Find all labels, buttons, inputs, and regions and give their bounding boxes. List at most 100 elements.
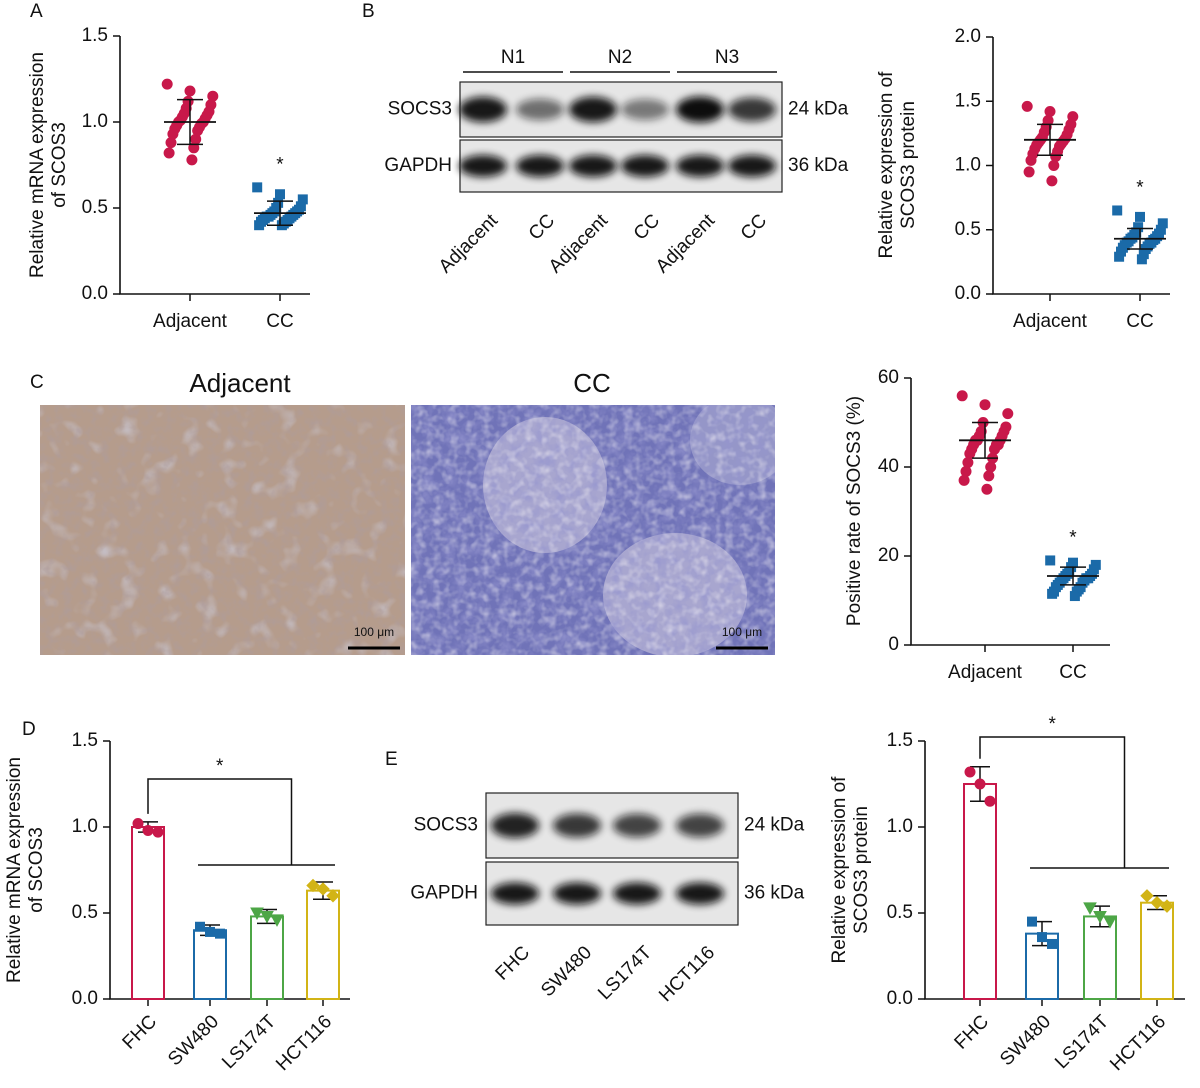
point	[1023, 166, 1035, 178]
blot-size-label: 24 kDa	[788, 99, 849, 120]
point	[250, 907, 264, 921]
point	[1093, 910, 1107, 924]
y-axis-label: SCOS3 protein	[851, 806, 872, 934]
point	[1069, 591, 1080, 602]
point	[326, 889, 340, 903]
y-tick-label: 0.0	[955, 283, 981, 304]
point	[1112, 205, 1123, 216]
point	[1025, 154, 1037, 166]
x-tick-label: Adjacent	[1013, 311, 1088, 332]
point	[195, 921, 205, 932]
group-label: N2	[608, 47, 632, 68]
point	[979, 399, 991, 411]
point	[958, 474, 970, 486]
point	[1047, 588, 1058, 599]
y-tick-label: 0.0	[887, 988, 913, 1009]
blot-band	[459, 96, 507, 123]
y-tick-label: 40	[878, 456, 899, 477]
y-axis-label: Relative expression of	[829, 776, 850, 964]
point	[1103, 916, 1117, 929]
blot-band	[553, 813, 601, 838]
point	[1037, 932, 1047, 943]
y-tick-label: 0.5	[887, 902, 913, 923]
y-axis-label: SCOS3 protein	[898, 101, 919, 229]
x-tick-label: CC	[1059, 662, 1086, 683]
bracket	[979, 736, 1169, 869]
point	[275, 189, 285, 200]
blot-row-label: SOCS3	[414, 815, 478, 836]
point	[1135, 211, 1145, 222]
lane-label: SW480	[537, 942, 596, 1001]
point	[165, 137, 177, 149]
point	[989, 443, 1000, 455]
point	[1140, 889, 1154, 903]
blot-band	[676, 96, 724, 123]
blot-band	[621, 99, 669, 120]
bar	[1083, 915, 1117, 1000]
y-tick-label: 1.5	[955, 90, 981, 111]
blot-band	[516, 98, 564, 121]
y-tick-label: 0.5	[955, 219, 981, 240]
y-tick-label: 1.0	[955, 155, 981, 176]
y-tick-label: 2.0	[955, 26, 981, 47]
bar	[1140, 901, 1174, 1000]
y-tick-label: 0.5	[72, 902, 98, 923]
point	[1136, 254, 1147, 265]
blot-band	[621, 155, 669, 177]
point	[132, 818, 144, 830]
lane-label: CC	[630, 210, 664, 244]
x-tick-label: CC	[1126, 311, 1153, 332]
point	[960, 465, 972, 477]
blot-band	[728, 97, 776, 122]
lane-label: CC	[737, 210, 771, 244]
blot-row-label: GAPDH	[410, 883, 478, 904]
y-tick-label: 1.5	[72, 730, 98, 751]
blot-band	[569, 96, 617, 123]
significance: *	[1136, 177, 1144, 198]
point	[186, 154, 198, 166]
lane-label: LS174T	[594, 942, 656, 1004]
point	[215, 928, 225, 939]
panel-label: A	[30, 1, 43, 22]
x-tick-label: CC	[266, 311, 293, 332]
y-axis-label: Relative mRNA expression	[4, 757, 25, 983]
x-tick-label: SW480	[164, 1011, 223, 1070]
blot-band	[676, 882, 724, 905]
significance: *	[216, 756, 224, 777]
point	[252, 182, 263, 193]
point	[163, 147, 175, 159]
y-tick-label: 1.0	[72, 816, 98, 837]
point	[188, 142, 200, 154]
bar	[250, 915, 284, 1000]
x-tick-label: Adjacent	[153, 311, 228, 332]
point	[1050, 151, 1062, 163]
blot-band	[728, 155, 776, 177]
y-axis-label: Relative mRNA expression	[27, 52, 48, 278]
blot-band	[613, 882, 661, 905]
y-axis-label: Positive rate of SOCS3 (%)	[844, 396, 865, 626]
x-tick-label: SW480	[996, 1011, 1055, 1070]
point	[1150, 895, 1164, 910]
blot-row-label: SOCS3	[388, 99, 452, 120]
point	[964, 766, 976, 778]
bar	[306, 889, 340, 1001]
x-tick-label: FHC	[119, 1011, 161, 1053]
x-tick-label: FHC	[951, 1011, 993, 1053]
lane-label: Adjacent	[545, 210, 613, 278]
significance: *	[276, 154, 284, 175]
panel-label: C	[30, 372, 44, 393]
y-tick-label: 60	[878, 367, 899, 388]
blot-band	[491, 813, 539, 838]
x-tick-label: LS174T	[218, 1011, 280, 1073]
x-tick-label: HCT116	[272, 1011, 336, 1075]
histology-cc	[411, 405, 775, 655]
image-title: Adjacent	[189, 368, 291, 398]
point	[1027, 916, 1037, 927]
y-tick-label: 0.5	[82, 197, 108, 218]
point	[306, 878, 320, 893]
y-tick-label: 1.0	[82, 111, 108, 132]
point	[985, 461, 997, 473]
blot-band	[553, 882, 601, 905]
x-tick-label: Adjacent	[948, 662, 1023, 683]
y-tick-label: 1.5	[887, 730, 913, 751]
